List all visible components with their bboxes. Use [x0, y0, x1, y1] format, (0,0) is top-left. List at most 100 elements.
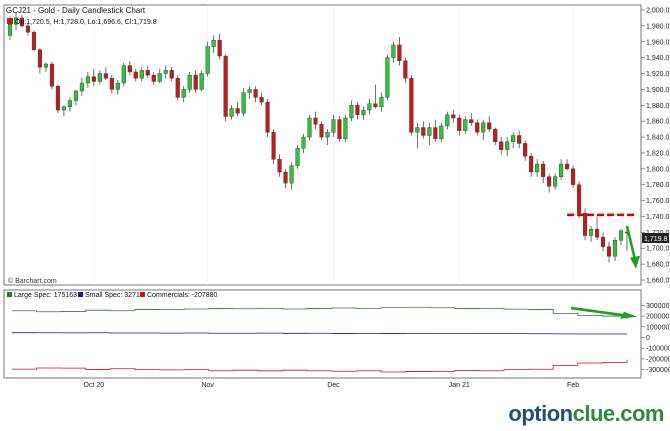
- candle: [325, 129, 330, 145]
- candle: [529, 152, 534, 177]
- cot-tick-label: 300000: [646, 303, 669, 310]
- watermark-part2: clue.com: [572, 401, 665, 426]
- candle-body: [301, 136, 306, 149]
- cot-tick-label: -300000: [646, 367, 670, 374]
- candle: [253, 86, 258, 103]
- candle-body: [259, 97, 264, 103]
- cot-line: [12, 306, 628, 319]
- candle-body: [145, 70, 150, 76]
- price-tick-label: 1,800.0: [646, 166, 669, 173]
- cot-tick-label: 100000: [646, 324, 669, 331]
- candle: [463, 116, 468, 134]
- candle-body: [391, 44, 396, 58]
- candle: [229, 105, 234, 120]
- candle-body: [37, 49, 43, 68]
- credit: © Barchart.com: [8, 277, 57, 285]
- candle: [583, 208, 588, 241]
- watermark-part1: option: [508, 401, 573, 426]
- candle: [391, 41, 396, 63]
- candle-body: [409, 78, 414, 133]
- candle: [379, 92, 384, 112]
- candle: [349, 100, 354, 122]
- ohlc-marker-icon: [7, 18, 13, 24]
- candle: [205, 41, 210, 77]
- candle-body: [517, 135, 522, 144]
- candle-body: [427, 127, 432, 136]
- candle: [85, 71, 90, 88]
- cot-arrow-shaft: [570, 306, 627, 317]
- candle-body: [511, 135, 516, 143]
- candle-body: [109, 78, 114, 90]
- candle-body: [367, 103, 372, 111]
- candle: [115, 79, 120, 95]
- candle-body: [229, 108, 234, 117]
- candle-body: [493, 128, 498, 143]
- candle-body: [433, 127, 438, 139]
- chart-title: GCJ21 - Gold - Daily Candlestick Chart: [6, 6, 146, 15]
- candle-body: [217, 39, 222, 57]
- candle: [409, 75, 414, 136]
- candle: [493, 127, 498, 145]
- candle: [67, 97, 72, 112]
- candle-body: [169, 70, 174, 79]
- candle-body: [7, 24, 13, 36]
- candle-body: [331, 119, 336, 133]
- candle-body: [373, 103, 378, 108]
- candle-body: [25, 25, 31, 33]
- cot-line: [12, 359, 628, 373]
- candle-body: [295, 147, 300, 166]
- candle-body: [523, 143, 528, 157]
- price-tick-label: 1,920.0: [646, 71, 669, 78]
- candle-body: [13, 17, 19, 25]
- candle: [295, 145, 300, 169]
- candle: [577, 181, 582, 219]
- candle: [445, 111, 450, 130]
- legend-swatch-commercials: [140, 292, 145, 297]
- candle-body: [121, 65, 126, 84]
- candle-body: [85, 76, 90, 84]
- candle: [109, 75, 114, 94]
- candle-body: [594, 228, 600, 238]
- candle: [313, 111, 318, 130]
- candle-body: [565, 163, 570, 170]
- candle: [43, 62, 48, 72]
- candle-body: [529, 155, 534, 173]
- candle: [13, 13, 19, 30]
- candle: [307, 114, 312, 141]
- down-arrow-price: [625, 225, 640, 269]
- candle: [175, 75, 180, 101]
- candle-body: [325, 132, 330, 138]
- candle-body: [247, 89, 252, 93]
- candle: [355, 102, 360, 120]
- price-tick-label: 1,680.0: [646, 262, 669, 269]
- candle-body: [139, 70, 144, 79]
- candle: [103, 67, 108, 80]
- x-axis-label: Oct 20: [84, 382, 105, 389]
- candle: [19, 14, 25, 28]
- candle: [505, 137, 510, 157]
- candle: [511, 132, 516, 149]
- candle: [79, 77, 84, 96]
- candle: [439, 122, 444, 142]
- candle-body: [235, 108, 240, 114]
- candle-body: [475, 122, 480, 133]
- candle: [487, 116, 492, 133]
- candle: [565, 159, 570, 171]
- cot-tick-label: 0: [646, 335, 650, 342]
- candle: [127, 60, 132, 76]
- candle: [277, 154, 282, 177]
- candle: [169, 67, 174, 82]
- price-tick-label: 1,780.0: [646, 182, 669, 189]
- candle-body: [79, 82, 84, 92]
- candle: [541, 160, 546, 184]
- candle: [55, 84, 60, 114]
- x-axis-label: Dec: [327, 382, 340, 389]
- candle: [91, 68, 96, 87]
- candle-body: [73, 90, 78, 101]
- price-tick-label: 1,740.0: [646, 214, 669, 221]
- candle-body: [205, 46, 210, 74]
- candle-body: [181, 89, 186, 98]
- candle: [547, 173, 552, 193]
- candle: [121, 62, 126, 87]
- price-tick-label: 1,840.0: [646, 135, 669, 142]
